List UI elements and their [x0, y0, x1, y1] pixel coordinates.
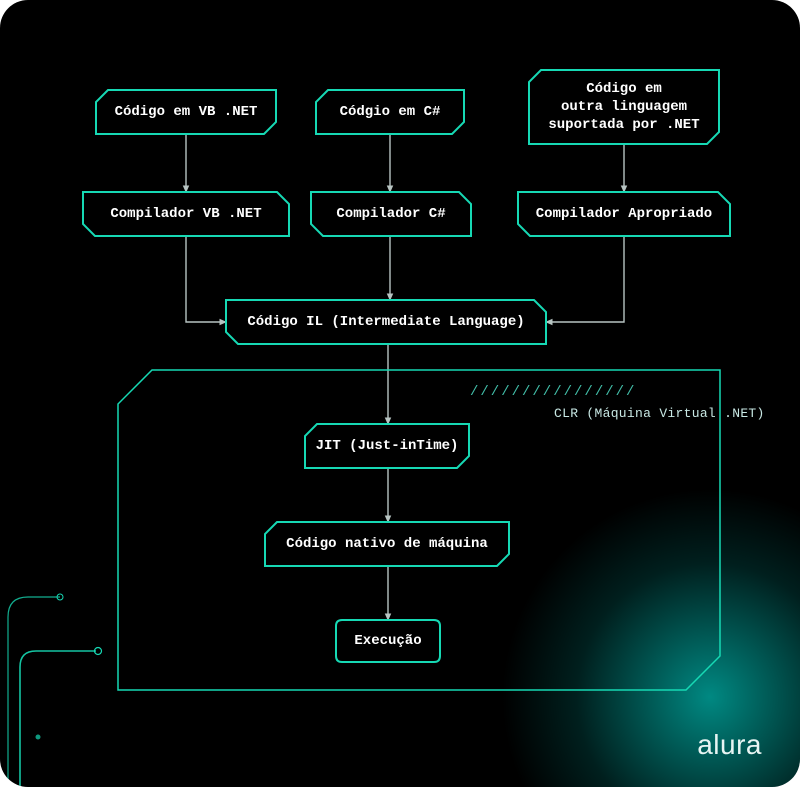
node-label: Código em VB .NET: [115, 104, 258, 120]
node-label: Compilador Apropriado: [536, 206, 712, 222]
node-src_vb: Código em VB .NET: [96, 90, 276, 134]
node-label: outra linguagem: [561, 99, 687, 115]
node-label: Execução: [354, 633, 421, 649]
node-label: Compilador VB .NET: [110, 206, 261, 222]
node-il: Código IL (Intermediate Language): [226, 300, 546, 344]
node-label: Código nativo de máquina: [286, 536, 488, 552]
node-label: Compilador C#: [336, 206, 445, 222]
clr-container-label: CLR (Máquina Virtual .NET): [554, 406, 765, 421]
brand-logo: alura: [697, 729, 762, 761]
diagram-canvas: Código em VB .NET Códgio em C# Código em ou…: [0, 0, 800, 787]
node-label: Código em: [586, 81, 662, 97]
node-label: suportada por .NET: [548, 117, 699, 133]
node-comp_vb: Compilador VB .NET: [83, 192, 289, 236]
node-comp_cs: Compilador C#: [311, 192, 471, 236]
node-jit: JIT (Just-inTime): [305, 424, 469, 468]
node-native: Código nativo de máquina: [265, 522, 509, 566]
node-label: Códgio em C#: [340, 104, 441, 120]
node-src_other: Código em outra linguagem suportada por .N…: [529, 70, 719, 144]
decoration-hatch: ////////////////: [470, 384, 636, 400]
flowchart-svg: Código em VB .NET Códgio em C# Código em ou…: [0, 0, 800, 787]
edge-comp_vb-il: [186, 236, 226, 322]
node-label: JIT (Just-inTime): [316, 438, 459, 454]
node-src_cs: Códgio em C#: [316, 90, 464, 134]
edge-comp_ap-il: [546, 236, 624, 322]
node-label: Código IL (Intermediate Language): [247, 314, 524, 330]
node-comp_ap: Compilador Apropriado: [518, 192, 730, 236]
node-exec: Execução: [336, 620, 440, 662]
